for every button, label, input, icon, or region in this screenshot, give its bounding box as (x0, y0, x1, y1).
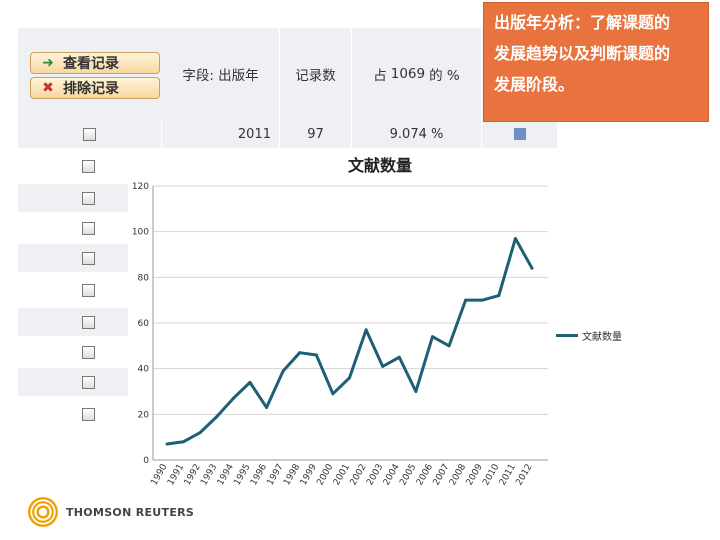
data-point (480, 298, 484, 302)
row-year: 2011 (237, 126, 271, 142)
data-point (215, 415, 219, 419)
percent-cell: 9.074 % (352, 120, 482, 148)
count-header: 记录数 (280, 28, 352, 120)
y-tick-label: 0 (143, 456, 149, 466)
data-point (182, 440, 186, 444)
row-checkbox[interactable] (82, 407, 95, 421)
thomson-reuters-logo: THOMSON REUTERS (28, 497, 194, 527)
chart-legend: 文献数量 (556, 328, 622, 343)
list-item (18, 152, 128, 180)
exclude-records-label: 排除记录 (63, 81, 119, 97)
analysis-table: ➜ 查看记录 ✖ 排除记录 字段: 出版年 记录数 占 1069 的 % 201… (18, 28, 558, 148)
percent-prefix: 占 (373, 68, 387, 84)
count-cell: 97 (280, 120, 352, 148)
exclude-records-button[interactable]: ✖ 排除记录 (30, 77, 160, 99)
callout-line-3: 发展阶段。 (494, 75, 575, 94)
data-point (231, 396, 235, 400)
row-checkbox[interactable] (82, 191, 95, 205)
list-item (18, 244, 128, 272)
table-header: ➜ 查看记录 ✖ 排除记录 字段: 出版年 记录数 占 1069 的 % (18, 28, 558, 120)
year-cell: 2011 (162, 120, 280, 148)
data-point (364, 328, 368, 332)
data-point (381, 364, 385, 368)
arrow-right-icon: ➜ (42, 55, 54, 71)
percent-header: 占 1069 的 % (352, 28, 482, 120)
chart-title: 文献数量 (347, 156, 412, 175)
brand-name: THOMSON REUTERS (66, 505, 195, 519)
row-percent: 9.074 % (389, 126, 444, 142)
list-item (18, 276, 128, 304)
data-point (248, 380, 252, 384)
y-axis-ticks: 0 20 40 60 80 100 120 (132, 182, 149, 466)
y-tick-label: 40 (138, 365, 150, 375)
field-label: 字段: 出版年 (182, 68, 259, 84)
y-tick-label: 100 (132, 228, 149, 238)
data-point (530, 266, 534, 270)
data-point (165, 442, 169, 446)
data-point (430, 335, 434, 339)
legend-line-swatch (556, 334, 578, 337)
view-records-button[interactable]: ➜ 查看记录 (30, 52, 160, 74)
data-point (414, 390, 418, 393)
row-checkbox[interactable] (82, 221, 95, 235)
row-checkbox[interactable] (83, 127, 96, 141)
list-item (18, 400, 128, 428)
data-point (397, 355, 401, 359)
list-item (18, 184, 128, 212)
list-item (18, 338, 128, 366)
chart-series (165, 237, 534, 446)
row-checkbox[interactable] (82, 159, 95, 173)
dots-logo-icon (28, 497, 58, 527)
data-point (281, 369, 285, 373)
row-count: 97 (307, 126, 324, 142)
data-point (464, 298, 468, 302)
list-item (18, 308, 128, 336)
y-tick-label: 120 (132, 182, 149, 192)
row-select-cell (18, 120, 162, 148)
chart-grid (152, 185, 548, 461)
bar-cell (482, 120, 558, 148)
data-point (198, 431, 202, 435)
y-tick-label: 80 (138, 273, 150, 283)
legend-label: 文献数量 (582, 332, 622, 343)
y-tick-label: 60 (138, 319, 150, 329)
chart-background (128, 178, 550, 470)
row-checkbox-column (18, 148, 128, 438)
callout-line-2: 发展趋势以及判断课题的 (494, 44, 671, 63)
field-header: 字段: 出版年 (162, 28, 280, 120)
close-icon: ✖ (42, 80, 54, 96)
annotation-callout: 出版年分析：了解课题的 发展趋势以及判断课题的 发展阶段。 (483, 2, 709, 122)
row-checkbox[interactable] (82, 251, 95, 265)
list-item (18, 368, 128, 396)
count-header-label: 记录数 (295, 68, 336, 84)
data-point (314, 353, 318, 357)
row-checkbox[interactable] (82, 283, 95, 297)
callout-line-1: 出版年分析：了解课题的 (494, 13, 671, 32)
data-point (298, 351, 302, 355)
bar-swatch (513, 128, 526, 140)
row-checkbox[interactable] (82, 375, 95, 389)
data-point (497, 294, 501, 298)
data-point (348, 376, 351, 380)
data-point (265, 405, 269, 409)
percent-suffix: 的 % (429, 68, 460, 84)
list-item (18, 214, 128, 242)
record-buttons: ➜ 查看记录 ✖ 排除记录 (30, 52, 162, 102)
table-row: 2011 97 9.074 % (18, 120, 558, 148)
percent-total: 1069 (390, 66, 426, 82)
data-point (447, 344, 451, 348)
row-checkbox[interactable] (82, 315, 95, 329)
row-checkbox[interactable] (82, 345, 95, 359)
y-tick-label: 20 (138, 410, 150, 420)
view-records-label: 查看记录 (63, 56, 119, 72)
data-point (513, 237, 517, 241)
data-point (331, 392, 335, 396)
